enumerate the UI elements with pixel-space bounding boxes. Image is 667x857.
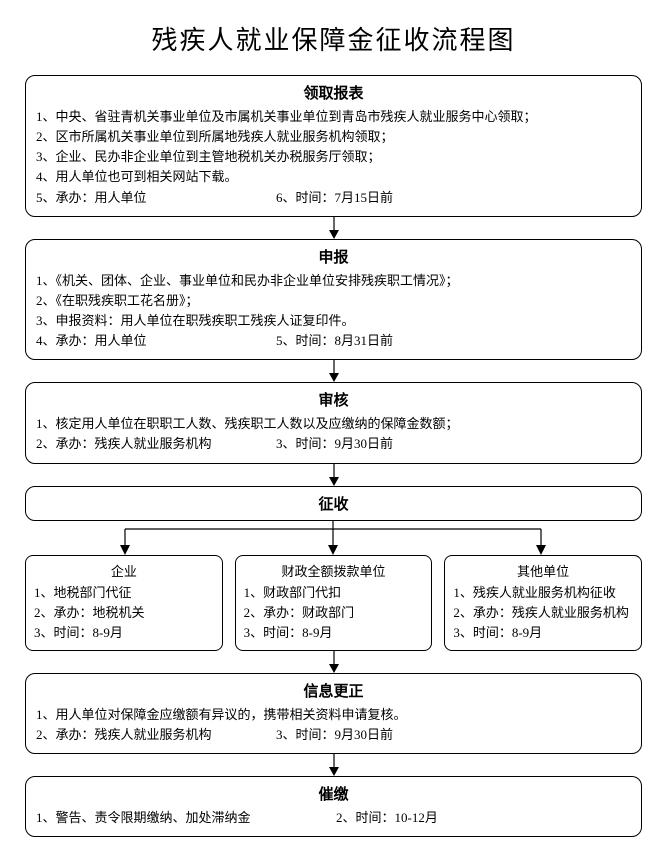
step-line-right: 6、时间：7月15日前 [276,188,393,208]
branch-line: 1、残疾人就业服务机构征收 [453,583,633,603]
step-line: 2、《在职残疾职工花名册》； [36,291,631,311]
step-line-left: 4、承办：用人单位 [36,331,276,351]
step-line: 1、中央、省驻青机关事业单位及市属机关事业单位到青岛市残疾人就业服务中心领取； [36,107,631,127]
arrow-down-icon [25,651,642,673]
step-title: 审核 [36,389,631,410]
step-line: 2、区市所属机关事业单位到所属地残疾人就业服务机构领取； [36,127,631,147]
step-line: 1、核定用人单位在职职工人数、残疾职工人数以及应缴纳的保障金数额； [36,414,631,434]
step-line-right: 5、时间：8月31日前 [276,331,393,351]
step-line: 4、用人单位也可到相关网站下载。 [36,167,631,187]
step-line-right: 3、时间：9月30日前 [276,725,393,745]
arrow-down-icon [25,217,642,239]
branch-line: 2、承办：地税机关 [34,603,214,623]
branch-title: 财政全额拨款单位 [244,561,424,580]
branch-line: 3、时间：8-9月 [34,623,214,643]
branch-title: 企业 [34,561,214,580]
step-box-3: 审核 1、核定用人单位在职职工人数、残疾职工人数以及应缴纳的保障金数额； 2、承… [25,382,642,463]
page-title: 残疾人就业保障金征收流程图 [25,20,642,57]
branch-line: 2、承办：残疾人就业服务机构 [453,603,633,623]
branch-line: 2、承办：财政部门 [244,603,424,623]
step-title: 信息更正 [36,680,631,701]
arrow-down-icon [25,754,642,776]
branch-arrows-icon [25,521,642,555]
step-title: 领取报表 [36,82,631,103]
step-line-left: 2、承办：残疾人就业服务机构 [36,434,276,454]
branch-row: 企业 1、地税部门代征 2、承办：地税机关 3、时间：8-9月 财政全额拨款单位… [25,555,642,651]
branch-title: 其他单位 [453,561,633,580]
step-line: 3、申报资料：用人单位在职残疾职工残疾人证复印件。 [36,311,631,331]
step-title: 申报 [36,246,631,267]
step-box-2: 申报 1、《机关、团体、企业、事业单位和民办非企业单位安排残疾职工情况》； 2、… [25,239,642,361]
branch-box-2: 财政全额拨款单位 1、财政部门代扣 2、承办：财政部门 3、时间：8-9月 [235,555,433,651]
arrow-down-icon [25,464,642,486]
branch-line: 1、财政部门代扣 [244,583,424,603]
step-line: 1、《机关、团体、企业、事业单位和民办非企业单位安排残疾职工情况》； [36,271,631,291]
step-box-4: 征收 [25,486,642,521]
step-title: 催缴 [36,783,631,804]
step-line-left: 1、警告、责令限期缴纳、加处滞纳金 [36,808,336,828]
step-line: 3、企业、民办非企业单位到主管地税机关办税服务厅领取； [36,147,631,167]
branch-box-3: 其他单位 1、残疾人就业服务机构征收 2、承办：残疾人就业服务机构 3、时间：8… [444,555,642,651]
branch-box-1: 企业 1、地税部门代征 2、承办：地税机关 3、时间：8-9月 [25,555,223,651]
step-title: 征收 [36,493,631,514]
step-box-1: 领取报表 1、中央、省驻青机关事业单位及市属机关事业单位到青岛市残疾人就业服务中… [25,75,642,217]
step-line-left: 5、承办：用人单位 [36,188,276,208]
step-line: 1、用人单位对保障金应缴额有异议的，携带相关资料申请复核。 [36,705,631,725]
step-line-right: 2、时间：10-12月 [336,808,438,828]
branch-line: 3、时间：8-9月 [244,623,424,643]
branch-line: 1、地税部门代征 [34,583,214,603]
arrow-down-icon [25,360,642,382]
step-line-left: 2、承办：残疾人就业服务机构 [36,725,276,745]
branch-line: 3、时间：8-9月 [453,623,633,643]
step-box-5: 信息更正 1、用人单位对保障金应缴额有异议的，携带相关资料申请复核。 2、承办：… [25,673,642,754]
step-box-6: 催缴 1、警告、责令限期缴纳、加处滞纳金 2、时间：10-12月 [25,776,642,837]
step-line-right: 3、时间：9月30日前 [276,434,393,454]
